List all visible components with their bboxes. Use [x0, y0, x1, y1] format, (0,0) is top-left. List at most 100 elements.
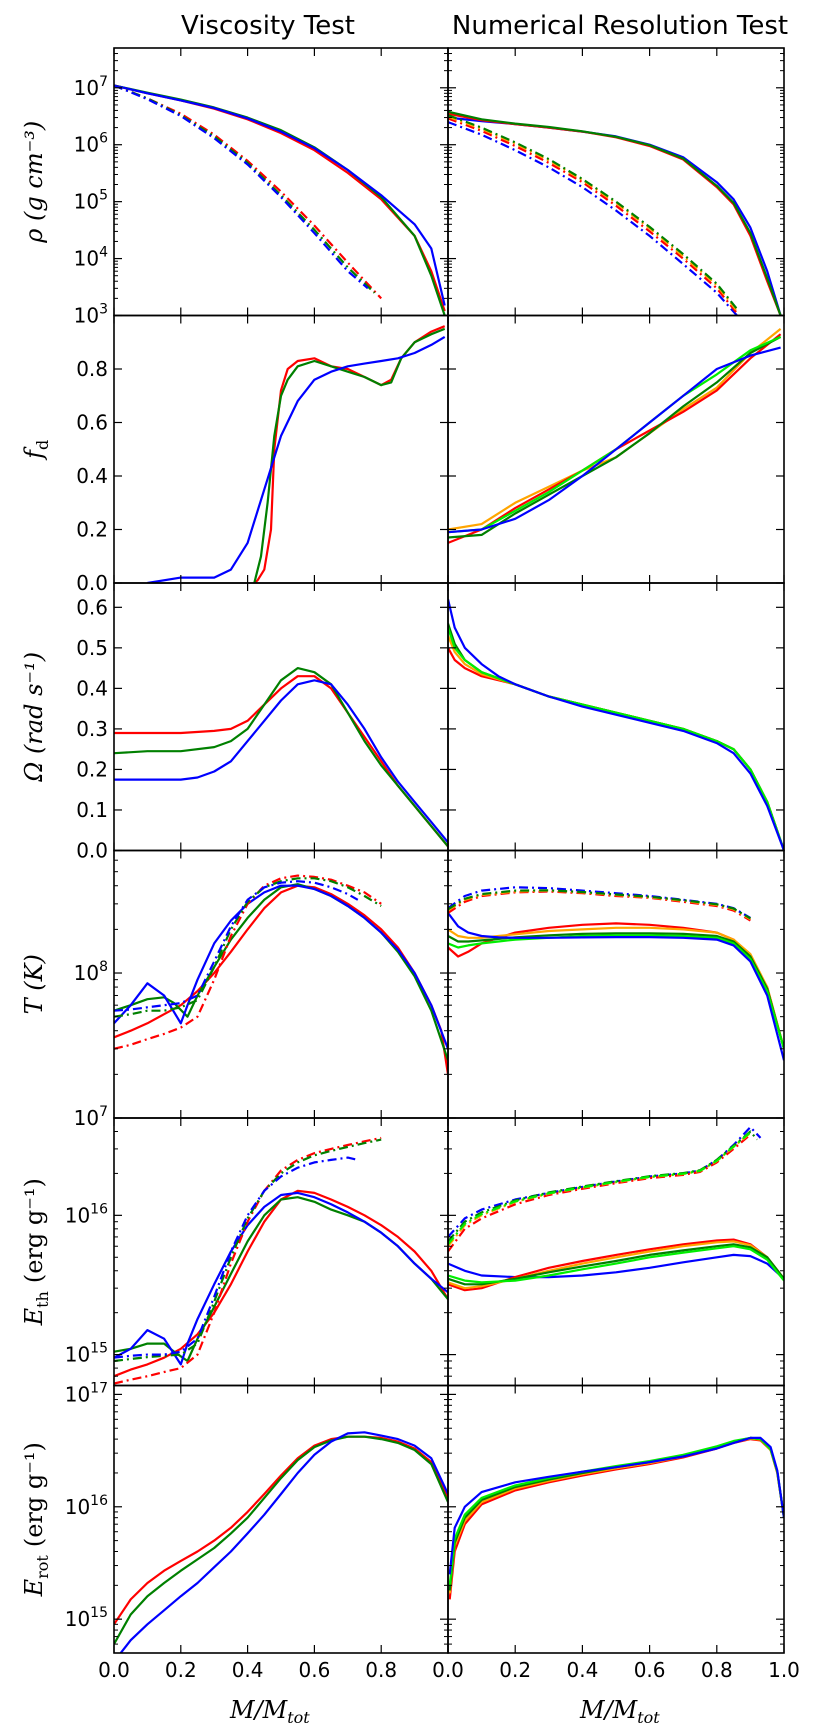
- ytick-label-rho: 106: [74, 131, 108, 157]
- ytick-label-rho: 105: [74, 188, 108, 214]
- panel-omega: 0.0 0.1 0.2 0.3 0.4 0.5 0.6 Ω (rad s⁻¹): [20, 582, 785, 863]
- series-group-eth-right: [448, 1125, 784, 1292]
- ytick-label-erot: 1017: [65, 1380, 108, 1406]
- series-group-erot-right: [448, 1436, 784, 1600]
- col-title-viscosity: Viscosity Test: [181, 11, 355, 41]
- series-group-omega-left: [114, 666, 448, 848]
- ytick-label-omega: 0.0: [76, 839, 108, 863]
- series-group-eth-left: [114, 1136, 448, 1385]
- ytick-label-rho: 104: [74, 245, 108, 271]
- ytick-label-rho: 107: [74, 74, 108, 100]
- series-temp-right-blue: [448, 912, 784, 1061]
- series-erot-left-blue: [119, 1431, 448, 1653]
- series-erot-right-red: [448, 1437, 784, 1600]
- series-temp-left-blue: [114, 884, 448, 1050]
- series-fd-left-red: [253, 325, 446, 583]
- frame-omega-right: [447, 582, 785, 852]
- series-eth-right-orange-dash: [448, 1132, 752, 1247]
- ylabel-fd: fd: [20, 440, 52, 461]
- panel-fd: 0.0 0.2 0.4 0.6 0.8 fd: [20, 314, 785, 595]
- series-fd-right-blue: [448, 346, 781, 534]
- ylabel-sub: th: [33, 1291, 52, 1308]
- series-fd-right-lime: [448, 335, 782, 534]
- frame-temp-right: [447, 849, 785, 1119]
- series-group-rho-left: [114, 84, 446, 316]
- series-eth-right-red-dash: [448, 1133, 752, 1253]
- series-eth-right-lime: [448, 1245, 784, 1284]
- ylabel-main: Ω (rad s⁻¹): [20, 652, 48, 783]
- ytick-label-fd: 0.0: [76, 571, 108, 595]
- ytick-label-eth: 1015: [65, 1341, 108, 1367]
- ylabel-sub: rot: [33, 1555, 52, 1579]
- ylabel-main: T (K): [20, 954, 48, 1014]
- series-erot-right-orange: [448, 1437, 784, 1594]
- ytick-label-omega: 0.6: [76, 595, 108, 619]
- series-omega-left-blue: [114, 679, 448, 844]
- series-group-rho-right: [448, 110, 782, 316]
- series-omega-right-orange: [448, 635, 784, 851]
- series-temp-right-blue-dash: [448, 886, 751, 919]
- series-erot-right-blue: [448, 1436, 784, 1575]
- ylabel-rho: ρ (g cm⁻³): [20, 121, 48, 244]
- frame-rho-right: [447, 47, 785, 317]
- ytick-label-omega: 0.2: [76, 757, 108, 781]
- panel-erot: 1015 1016 1017 Erot (erg g⁻¹): [20, 1380, 785, 1654]
- series-rho-left-blue: [114, 84, 446, 306]
- ylabel-omega: Ω (rad s⁻¹): [20, 652, 48, 783]
- series-omega-left-green: [114, 666, 448, 848]
- series-fd-right-orange: [448, 328, 782, 531]
- ytick-label-temp: 107: [74, 1104, 108, 1130]
- series-eth-left-red-dash: [114, 1136, 382, 1385]
- x-tick-labels: 0.0 0.2 0.4 0.6 0.8 0.0 0.2 0.4 0.6 0.8 1.0: [98, 1658, 800, 1682]
- xtick-label-right: 0.6: [634, 1658, 666, 1682]
- panel-eth: 1015 1016 Eth (erg g⁻¹): [20, 1117, 785, 1387]
- ylabel-temp: T (K): [20, 954, 48, 1014]
- series-rho-left-green-dash: [114, 84, 376, 294]
- ytick-label-fd: 0.6: [76, 411, 108, 435]
- svg-text:M/Mtot: M/Mtot: [579, 1696, 660, 1727]
- xtick-label-left: 0.0: [98, 1658, 130, 1682]
- frame-eth-right: [447, 1117, 785, 1387]
- series-group-fd-right: [448, 328, 782, 544]
- ylabel-main: E: [20, 1578, 48, 1597]
- series-rho-left-green: [114, 84, 446, 316]
- ylabel-main: E: [20, 1307, 48, 1326]
- series-temp-right-orange: [448, 926, 784, 1050]
- col-title-resolution: Numerical Resolution Test: [452, 11, 788, 41]
- series-omega-right-blue: [448, 598, 784, 851]
- xlabel-sub: tot: [637, 1708, 660, 1727]
- ytick-label-fd: 0.4: [76, 464, 108, 488]
- x-axis-label-left: M/Mtot: [229, 1696, 310, 1727]
- ytick-label-omega: 0.5: [76, 636, 108, 660]
- series-eth-left-green: [114, 1196, 448, 1363]
- x-axis-label-right: M/Mtot: [579, 1696, 660, 1727]
- svg-text:M/Mtot: M/Mtot: [229, 1696, 310, 1727]
- series-fd-left-blue: [147, 335, 446, 583]
- ytick-label-omega: 0.4: [76, 676, 108, 700]
- series-rho-left-red: [114, 84, 446, 312]
- ylabel-sub: d: [33, 440, 52, 450]
- xtick-label-left: 0.8: [365, 1658, 397, 1682]
- series-temp-right-green: [448, 932, 784, 1050]
- series-temp-right-lime: [448, 934, 784, 1050]
- series-fd-right-green: [448, 335, 782, 539]
- series-eth-right-blue: [448, 1253, 784, 1280]
- series-erot-left-red: [114, 1435, 448, 1625]
- series-eth-left-green-dash: [114, 1138, 382, 1363]
- ytick-label-omega: 0.1: [76, 798, 108, 822]
- panel-temp: 107 108 T (K): [20, 849, 785, 1130]
- series-omega-right-green: [448, 623, 784, 851]
- series-eth-right-lime-dash: [448, 1131, 752, 1245]
- ylabel-eth: Eth (erg g⁻¹): [20, 1178, 52, 1326]
- series-eth-right-orange: [448, 1240, 784, 1290]
- series-erot-left-green: [114, 1435, 448, 1645]
- frame-temp-left: [113, 849, 449, 1119]
- series-group-erot-left: [114, 1431, 448, 1653]
- ytick-label-fd: 0.8: [76, 357, 108, 381]
- series-group-fd-left: [147, 325, 446, 583]
- series-eth-right-green: [448, 1243, 784, 1286]
- series-temp-right-red-dash: [448, 890, 751, 922]
- series-eth-left-blue-dash: [114, 1156, 359, 1359]
- series-temp-left-red: [114, 884, 448, 1075]
